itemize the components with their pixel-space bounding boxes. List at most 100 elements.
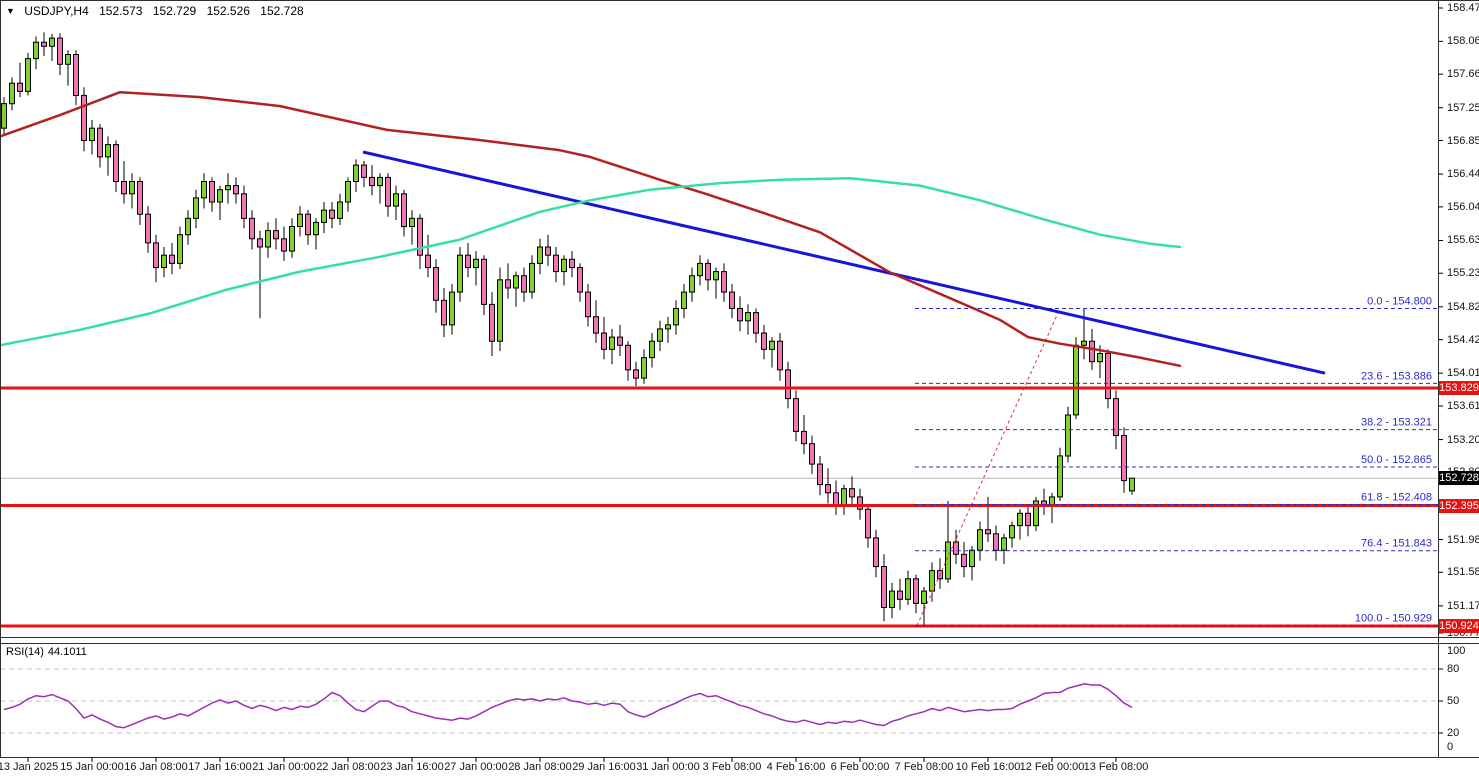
bear-candle <box>57 37 63 65</box>
time-axis-label: 29 Jan 16:00 <box>572 761 636 773</box>
bear-candle <box>273 230 279 240</box>
bull-candle <box>713 271 719 281</box>
bull-candle <box>377 176 383 187</box>
bear-candle <box>633 369 639 379</box>
price-tick-label: 154.010 <box>1447 367 1479 380</box>
price-level-badge: 150.924 <box>1439 619 1479 634</box>
price-tick-label: 157.660 <box>1447 68 1479 81</box>
bear-candle <box>73 54 79 96</box>
bear-candle <box>785 369 791 400</box>
bear-candle <box>961 553 967 568</box>
rsi-indicator-label: RSI(14) 44.1011 <box>6 646 87 658</box>
bear-candle <box>953 541 959 555</box>
bear-candle <box>281 238 287 252</box>
candles <box>1 32 1135 626</box>
rsi-value: 44.1011 <box>47 646 87 658</box>
bull-candle <box>65 54 71 65</box>
rsi-axis-label: 100 <box>1447 645 1466 657</box>
bull-candle <box>353 164 359 183</box>
bear-candle <box>585 291 591 318</box>
bear-candle <box>241 193 247 219</box>
bull-candle <box>265 230 271 248</box>
price-tick-label: 153.200 <box>1447 433 1479 446</box>
bull-candle <box>1009 525 1015 539</box>
bear-candle <box>137 181 143 215</box>
time-axis-label: 17 Jan 16:00 <box>188 761 252 773</box>
bear-candle <box>865 508 871 539</box>
ma-brown-line <box>0 90 1182 368</box>
bear-candle <box>577 267 583 293</box>
bull-candle <box>161 254 167 268</box>
bull-candle <box>537 246 543 264</box>
bear-candle <box>553 254 559 273</box>
price-level-badge: 153.829 <box>1439 381 1479 396</box>
time-axis-label: 6 Feb 00:00 <box>830 761 890 773</box>
bull-candle <box>529 262 535 293</box>
bear-candle <box>857 496 863 510</box>
time-axis-label: 12 Feb 00:00 <box>1019 761 1085 773</box>
bear-candle <box>233 185 239 195</box>
price-tick-label: 151.580 <box>1447 566 1479 579</box>
rsi-axis-label: 80 <box>1447 663 1460 675</box>
current-price-badge: 152.728 <box>1439 471 1479 486</box>
bear-candle <box>97 127 103 158</box>
bear-candle <box>881 566 887 608</box>
bear-candle <box>761 332 767 350</box>
bear-candle <box>329 209 335 219</box>
bull-candle <box>945 541 951 580</box>
bull-candle <box>681 291 687 310</box>
price-tick-label: 155.630 <box>1447 234 1479 247</box>
quote-low: 152.526 <box>206 4 250 18</box>
bear-candle <box>209 181 215 203</box>
bear-candle <box>521 275 527 293</box>
bear-candle <box>801 430 807 445</box>
fib-level-label: 61.8 - 152.408 <box>1361 491 1432 503</box>
bull-candle <box>449 291 455 326</box>
bear-candle <box>721 271 727 293</box>
bull-candle <box>9 82 15 105</box>
bull-candle <box>89 127 95 141</box>
bear-candle <box>505 279 511 289</box>
bear-candle <box>169 254 175 264</box>
bull-candle <box>513 275 519 289</box>
chart-dropdown-icon[interactable]: ▼ <box>6 6 15 16</box>
bull-candle <box>1073 344 1079 416</box>
fib-level-label: 0.0 - 154.800 <box>1367 295 1432 307</box>
bull-candle <box>25 58 31 92</box>
bear-candle <box>249 217 255 240</box>
quote-open: 152.573 <box>99 4 143 18</box>
bull-candle <box>697 262 703 277</box>
bear-candle <box>993 533 999 551</box>
price-tick-label: 156.850 <box>1447 134 1479 147</box>
bear-candle <box>401 193 407 228</box>
bear-candle <box>1105 353 1111 400</box>
bear-candle <box>305 213 311 236</box>
bear-candle <box>433 267 439 301</box>
bear-candle <box>257 238 263 248</box>
bull-candle <box>225 185 231 191</box>
bull-candle <box>129 181 135 195</box>
bear-candle <box>481 258 487 305</box>
symbol-period-label: USDJPY,H4 <box>24 4 89 18</box>
bull-candle <box>1081 340 1087 346</box>
bear-candle <box>873 537 879 568</box>
bull-candle <box>393 193 399 207</box>
bear-candle <box>17 82 23 92</box>
bear-candle <box>705 262 711 281</box>
bear-candle <box>153 242 159 268</box>
time-axis-label: 27 Jan 00:00 <box>444 761 508 773</box>
bull-candle <box>1129 477 1135 492</box>
bear-candle <box>145 213 151 244</box>
bull-candle <box>1057 455 1063 498</box>
price-tick-label: 153.610 <box>1447 399 1479 412</box>
price-tick-label: 154.420 <box>1447 333 1479 346</box>
bear-candle <box>1113 398 1119 437</box>
bear-candle <box>617 336 623 346</box>
bull-candle <box>473 258 479 268</box>
price-level-badge: 152.395 <box>1439 498 1479 513</box>
bull-candle <box>1065 414 1071 457</box>
bull-candle <box>1017 512 1023 527</box>
bear-candle <box>737 308 743 322</box>
